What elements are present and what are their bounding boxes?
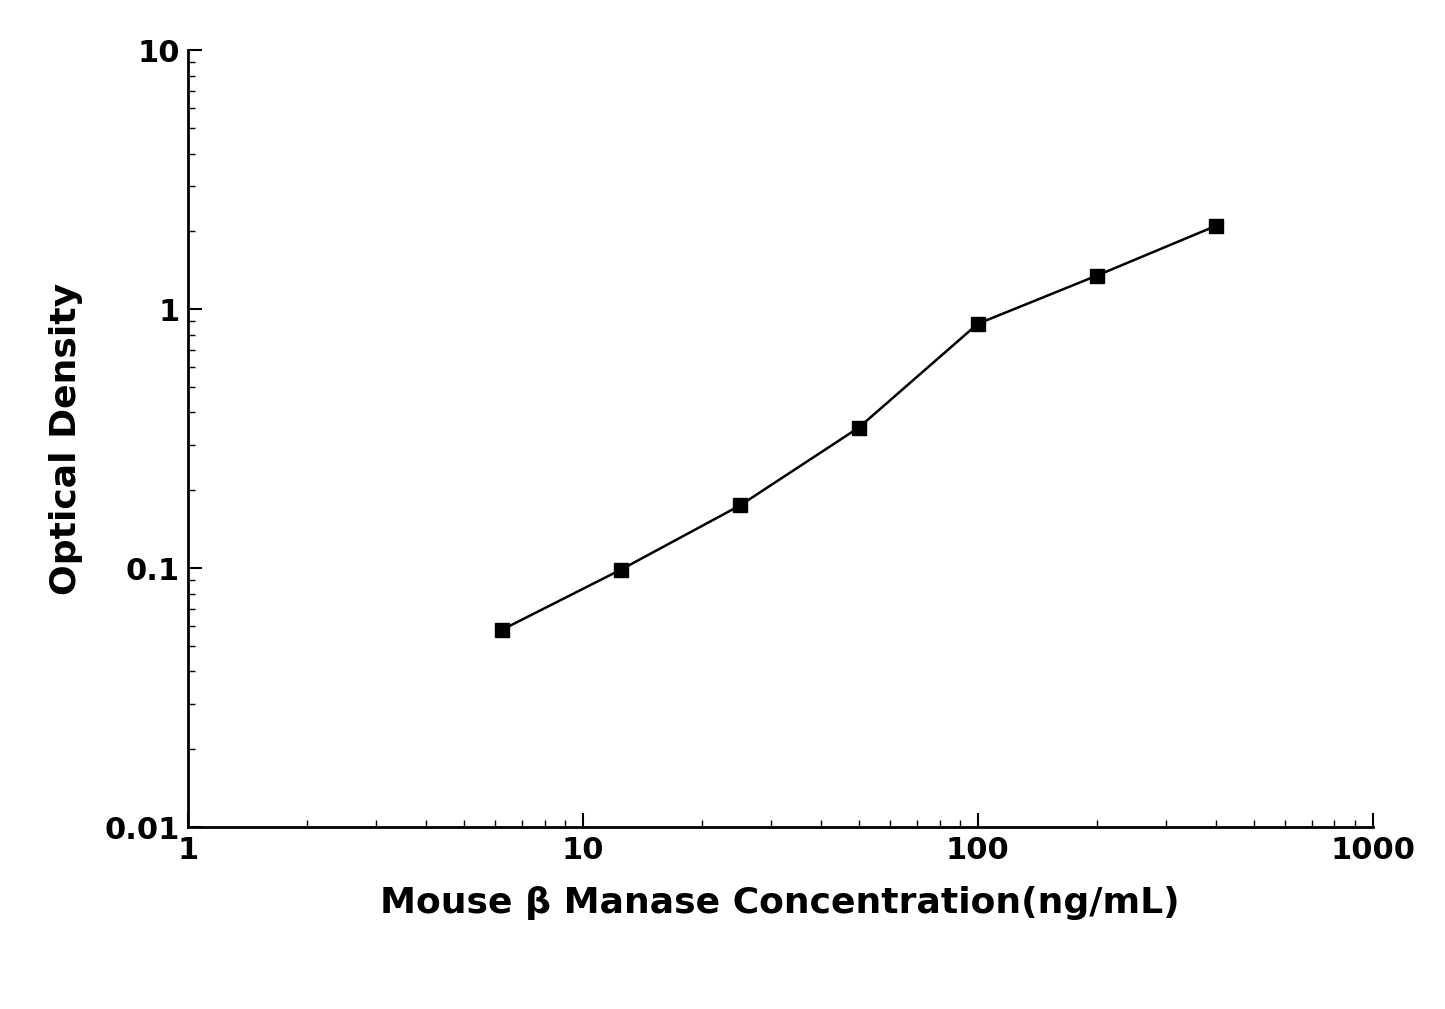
Y-axis label: Optical Density: Optical Density [49,283,84,595]
X-axis label: Mouse β Manase Concentration(ng/mL): Mouse β Manase Concentration(ng/mL) [380,886,1181,919]
